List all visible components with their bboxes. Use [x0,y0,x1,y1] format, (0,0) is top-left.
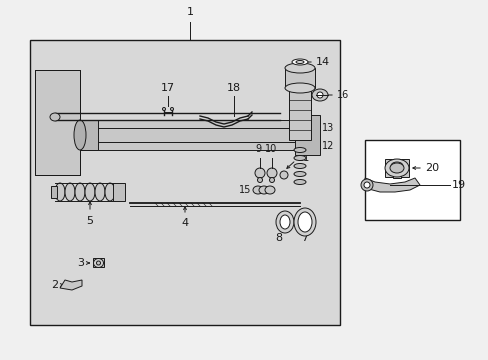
Bar [113,183,125,201]
Ellipse shape [293,208,315,236]
Text: 16: 16 [336,90,348,100]
Bar [30,40,339,325]
Bar [80,120,98,150]
Bar [288,88,310,140]
Ellipse shape [390,162,402,170]
Bar [93,258,104,267]
Text: 10: 10 [264,144,277,154]
Ellipse shape [252,186,263,194]
Circle shape [257,177,262,183]
Text: 3: 3 [77,258,84,268]
Bar [294,115,319,155]
Bar [392,166,400,178]
Ellipse shape [85,183,95,201]
Ellipse shape [291,59,307,65]
Ellipse shape [50,113,60,121]
Bar [35,70,80,175]
Text: 4: 4 [181,218,188,228]
Ellipse shape [280,215,289,229]
Ellipse shape [95,183,105,201]
Ellipse shape [295,60,304,63]
Text: 20: 20 [424,163,438,173]
Bar [80,120,309,150]
Bar [384,159,408,177]
Bar [51,186,57,198]
Ellipse shape [93,258,103,267]
Ellipse shape [55,183,65,201]
Ellipse shape [285,83,314,93]
Ellipse shape [297,212,311,232]
Circle shape [360,179,372,191]
Circle shape [254,168,264,178]
Ellipse shape [389,163,403,173]
Ellipse shape [65,183,75,201]
Text: 15: 15 [238,185,250,195]
Text: 17: 17 [161,83,175,93]
Text: 6: 6 [79,130,86,140]
Ellipse shape [75,183,85,201]
Bar [364,140,459,220]
Text: 1: 1 [186,7,193,17]
Ellipse shape [384,159,408,177]
Ellipse shape [259,186,268,194]
Text: 18: 18 [226,83,241,93]
Ellipse shape [311,89,327,101]
Text: 7: 7 [301,233,308,243]
Text: 13: 13 [321,123,334,133]
Ellipse shape [293,171,305,176]
Ellipse shape [264,186,274,194]
Text: 11: 11 [297,153,309,163]
Ellipse shape [285,63,314,73]
Text: 12: 12 [321,141,334,151]
Circle shape [266,168,276,178]
Text: 5: 5 [86,216,93,226]
Polygon shape [364,178,419,192]
Ellipse shape [293,148,305,153]
Text: 8: 8 [275,233,282,243]
Ellipse shape [293,180,305,185]
Circle shape [269,177,274,183]
Ellipse shape [293,163,305,168]
Circle shape [162,108,165,111]
Ellipse shape [275,211,293,233]
Bar [35,70,80,175]
Circle shape [96,261,101,265]
Text: 14: 14 [315,57,329,67]
Ellipse shape [293,156,305,161]
Circle shape [280,171,287,179]
Circle shape [363,182,369,188]
Ellipse shape [74,120,86,150]
Text: 9: 9 [254,144,261,154]
Circle shape [170,108,173,111]
Text: 2: 2 [51,280,58,290]
Bar [285,68,314,88]
Circle shape [316,92,323,98]
Polygon shape [60,280,82,290]
Ellipse shape [105,183,115,201]
Text: 19: 19 [451,180,465,190]
